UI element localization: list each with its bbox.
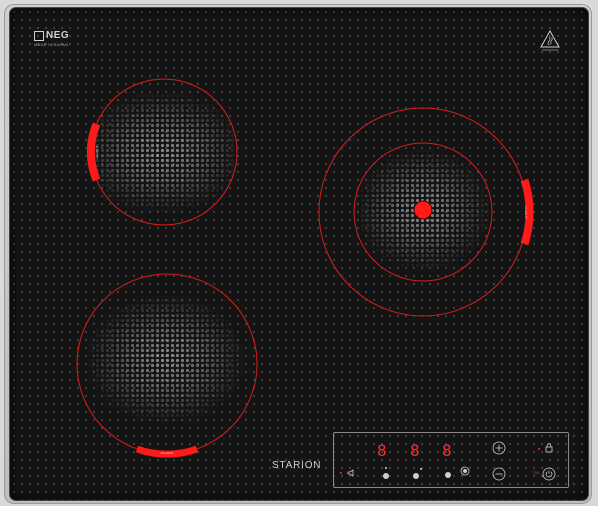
minus-icon[interactable] bbox=[492, 467, 506, 481]
logo-subtext: MADE IN JAPAN bbox=[34, 42, 69, 47]
zone-front-left-label: HI-LIGHT bbox=[161, 451, 174, 455]
zone-rear-right-center-dot bbox=[413, 200, 433, 220]
brand-logo: NEG MADE IN JAPAN bbox=[34, 30, 69, 47]
speaker-icon[interactable] bbox=[346, 467, 358, 479]
zone-display-1: 8 bbox=[377, 441, 387, 460]
sound-indicator bbox=[340, 472, 342, 474]
power-on-indicator: ON bbox=[533, 470, 539, 475]
hot-surface-warning-icon bbox=[540, 29, 560, 51]
zone-rear-right-label: HI-LIGHT bbox=[524, 206, 528, 219]
zone-rear-left-arc bbox=[86, 122, 101, 182]
zone-select-3-icon[interactable] bbox=[442, 463, 472, 481]
zone-front-left: HI-LIGHT bbox=[76, 273, 260, 458]
zone-display-2: 8 bbox=[410, 441, 420, 460]
zone-front-left-arc bbox=[135, 445, 199, 458]
logo-text: NEG bbox=[46, 30, 70, 41]
logo-square-icon bbox=[34, 30, 44, 41]
lock-icon[interactable] bbox=[544, 442, 554, 454]
zone-display-3: 8 bbox=[442, 441, 452, 460]
zone-rear-right: HI-LIGHT bbox=[318, 107, 534, 317]
zone-rear-left: HI-LIGHT bbox=[70, 78, 254, 228]
zone-rear-left-label: HI-LIGHT bbox=[95, 145, 99, 158]
zone-select-2-icon[interactable] bbox=[411, 465, 427, 481]
zone-rear-right-arc bbox=[520, 178, 534, 246]
plus-icon[interactable] bbox=[492, 441, 506, 455]
product-name: STARION bbox=[272, 460, 322, 471]
cooktop-glass: NEG MADE IN JAPAN HI-LIGHT bbox=[10, 8, 588, 500]
lock-indicator bbox=[538, 448, 540, 450]
power-icon[interactable] bbox=[542, 467, 556, 481]
control-panel: 8 8 8 bbox=[333, 432, 569, 488]
zone-select-1-icon[interactable] bbox=[378, 465, 394, 481]
cooking-zones: HI-LIGHT HI-LIGHT HI-LIGHT bbox=[70, 78, 534, 458]
